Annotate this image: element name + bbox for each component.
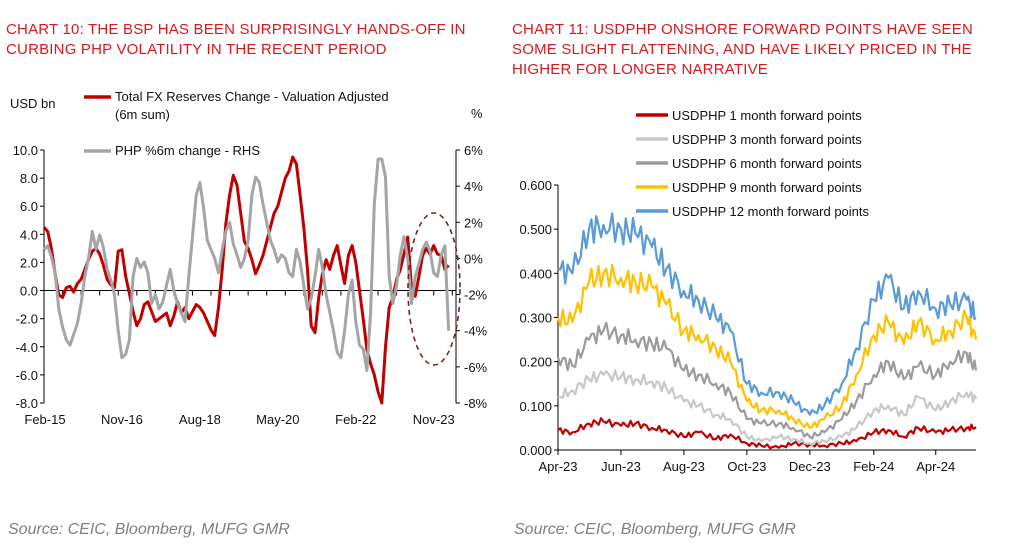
y-tick-label-left: 8.0 [20,171,38,186]
legend-label-usdphp-9-month-forward-points: USDPHP 9 month forward points [672,180,862,195]
series-line-total-fx-reserves-change-valuation-adjusted-6m-sum [42,155,450,405]
x-tick-label: May-20 [256,412,299,427]
y-tick-label-left: 2.0 [20,255,38,270]
y-tick-label: 0.000 [519,443,552,458]
legend-label-usdphp-12-month-forward-points: USDPHP 12 month forward points [672,204,870,219]
x-tick-label: Oct-23 [727,459,766,474]
y-tick-label-left: -6.0 [16,368,38,383]
chart-11-panel: CHART 11: USDPHP ONSHORE FORWARD POINTS … [506,0,1022,554]
x-tick-label: Feb-15 [24,412,65,427]
y-tick-label-right: -4% [464,324,488,339]
y-axis-title-right: % [471,106,483,121]
series-line-php-6m-change-rhs [42,157,451,372]
legend-label-total-fx-reserves-change-valuation-adjusted-6m-sum-line1: Total FX Reserves Change - Valuation Adj… [115,89,389,104]
y-tick-label-right: 0% [464,251,483,266]
chart-11-title: CHART 11: USDPHP ONSHORE FORWARD POINTS … [512,21,974,78]
y-tick-label-right: 4% [464,179,483,194]
x-tick-label: Jun-23 [601,459,641,474]
series-line-usdphp-3-month-forward-points [557,369,978,446]
y-tick-label-left: 10.0 [13,143,38,158]
legend-label-usdphp-3-month-forward-points: USDPHP 3 month forward points [672,132,862,147]
y-tick-label-left: -8.0 [16,396,38,411]
chart-10-plot: USD bn% 10.0 8.0 6.0 4.0 2.0 0.0 -2.0 -4.0 -6.0 -8… [10,89,488,427]
x-tick-label: Apr-23 [538,459,577,474]
y-tick-label: 0.300 [519,311,552,326]
legend-label-usdphp-6-month-forward-points: USDPHP 6 month forward points [672,156,862,171]
y-tick-label-right: -8% [464,396,488,411]
x-tick-label: Nov-16 [101,412,143,427]
y-tick-label-right: -2% [464,288,488,303]
legend-label-usdphp-1-month-forward-points: USDPHP 1 month forward points [672,108,862,123]
y-tick-label-left: 6.0 [20,199,38,214]
y-tick-label-left: 4.0 [20,227,38,242]
y-tick-label: 0.500 [519,222,552,237]
chart-11-source: Source: CEIC, Bloomberg, MUFG GMR [514,521,796,538]
chart-10-source: Source: CEIC, Bloomberg, MUFG GMR [8,521,290,538]
y-tick-label: 0.600 [519,178,552,193]
highlight-ellipse [407,212,461,366]
y-tick-label-left: -2.0 [16,312,38,327]
x-tick-label: Feb-24 [853,459,894,474]
chart-11-plot: 0.6000.5000.4000.3000.2000.1000.000Apr-2… [519,108,978,474]
x-tick-label: Feb-22 [335,412,376,427]
y-tick-label-left: 0.0 [20,284,38,299]
y-tick-label-left: -4.0 [16,340,38,355]
y-tick-label-right: 6% [464,143,483,158]
legend-label-php-6m-change-rhs: PHP %6m change - RHS [115,143,260,158]
series-line-usdphp-12-month-forward-points [557,212,977,416]
x-tick-label: Aug-18 [179,412,221,427]
y-tick-label: 0.200 [519,355,552,370]
x-tick-label: Apr-24 [916,459,955,474]
series-line-usdphp-6-month-forward-points [556,321,978,440]
y-tick-label-right: -6% [464,360,488,375]
series-line-usdphp-1-month-forward-points [557,417,977,450]
chart-10-panel: CHART 10: THE BSP HAS BEEN SURPRISINGLY … [0,0,506,554]
y-tick-label: 0.100 [519,399,552,414]
x-tick-label: Nov-23 [413,412,455,427]
legend-label-total-fx-reserves-change-valuation-adjusted-6m-sum-line2: (6m sum) [115,107,170,122]
x-tick-label: Dec-23 [789,459,831,474]
y-tick-label: 0.400 [519,266,552,281]
y-axis-title-left: USD bn [10,96,56,111]
series-line-usdphp-9-month-forward-points [556,263,978,429]
x-tick-label: Aug-23 [663,459,705,474]
chart-10-title: CHART 10: THE BSP HAS BEEN SURPRISINGLY … [6,21,466,58]
y-tick-label-right: 2% [464,215,483,230]
